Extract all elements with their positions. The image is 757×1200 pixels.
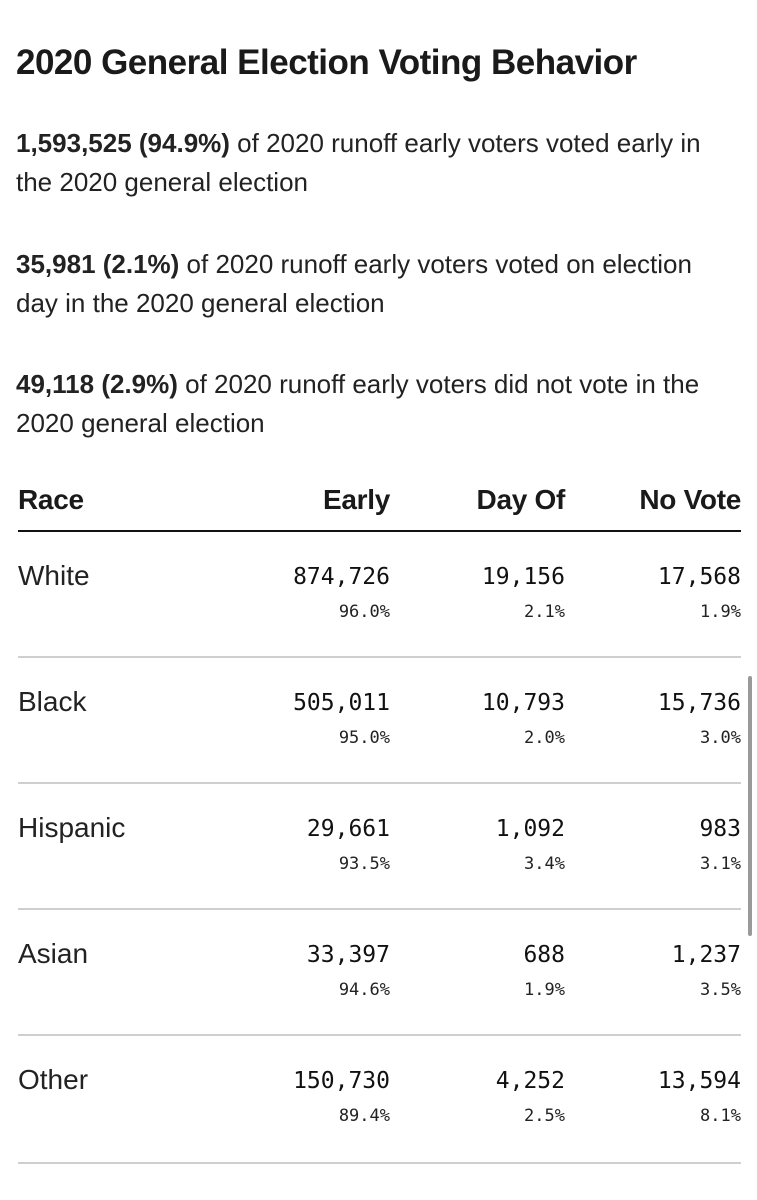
no-vote-percent: 3.1% [700, 854, 741, 874]
early-cell: 874,726 96.0% [218, 531, 390, 658]
early-count: 874,726 [293, 564, 390, 590]
table-row: White 874,726 96.0% 19,156 2.1% 17,568 1.9% [18, 531, 741, 658]
header-no-vote: No Vote [565, 470, 741, 532]
table-header-row: Race Early Day Of No Vote [18, 470, 741, 532]
no-vote-percent: 1.9% [700, 602, 741, 622]
no-vote-cell: 1,237 3.5% [565, 909, 741, 1036]
stat-highlight: 1,593,525 (94.9%) [16, 128, 230, 158]
race-cell: White [18, 531, 218, 658]
day-of-cell: 19,156 2.1% [390, 531, 565, 658]
header-race: Race [18, 470, 218, 532]
day-of-count: 19,156 [481, 564, 565, 590]
day-of-percent: 1.9% [524, 980, 565, 1000]
day-of-count: 1,092 [495, 816, 565, 842]
race-cell: Asian [18, 909, 218, 1036]
table-row: Asian 33,397 94.6% 688 1.9% 1,237 3.5% [18, 909, 741, 1036]
day-of-percent: 2.0% [524, 728, 565, 748]
no-vote-percent: 8.1% [700, 1106, 741, 1126]
early-cell: 33,397 94.6% [218, 909, 390, 1036]
early-cell: 505,011 95.0% [218, 657, 390, 784]
early-percent: 96.0% [338, 602, 390, 622]
stat-early-voted-election-day: 35,981 (2.1%) of 2020 runoff early voter… [16, 245, 741, 323]
table-row: Black 505,011 95.0% 10,793 2.0% 15,736 3.0% [18, 657, 741, 784]
day-of-count: 10,793 [481, 690, 565, 716]
early-cell: 29,661 93.5% [218, 783, 390, 910]
day-of-count: 688 [523, 942, 565, 968]
day-of-cell: 10,793 2.0% [390, 657, 565, 784]
header-day-of: Day Of [390, 470, 565, 532]
race-name: Hispanic [18, 812, 126, 843]
table-row: Other 150,730 89.4% 4,252 2.5% 13,594 8.1% [18, 1035, 741, 1164]
early-count: 505,011 [293, 690, 390, 716]
race-breakdown-table: Race Early Day Of No Vote White 874,726 9… [18, 470, 741, 1164]
no-vote-cell: 13,594 8.1% [565, 1035, 741, 1164]
early-count: 150,730 [293, 1068, 390, 1094]
early-percent: 93.5% [338, 854, 390, 874]
day-of-percent: 2.1% [524, 602, 565, 622]
header-early: Early [218, 470, 390, 532]
no-vote-count: 17,568 [657, 564, 741, 590]
early-count: 29,661 [306, 816, 390, 842]
stat-highlight: 49,118 (2.9%) [16, 369, 178, 399]
scrollbar[interactable] [748, 676, 752, 936]
early-percent: 94.6% [338, 980, 390, 1000]
day-of-cell: 1,092 3.4% [390, 783, 565, 910]
no-vote-cell: 15,736 3.0% [565, 657, 741, 784]
stat-early-did-not-vote: 49,118 (2.9%) of 2020 runoff early voter… [16, 365, 741, 443]
stat-text: of 2020 runoff early voters voted early … [16, 128, 701, 197]
race-cell: Hispanic [18, 783, 218, 910]
early-percent: 95.0% [338, 728, 390, 748]
day-of-count: 4,252 [495, 1068, 565, 1094]
no-vote-cell: 983 3.1% [565, 783, 741, 910]
race-name: Other [18, 1064, 89, 1095]
early-cell: 150,730 89.4% [218, 1035, 390, 1164]
no-vote-percent: 3.5% [700, 980, 741, 1000]
race-cell: Black [18, 657, 218, 784]
no-vote-count: 13,594 [657, 1068, 741, 1094]
stat-text: of 2020 runoff early voters did not vote… [16, 369, 700, 438]
no-vote-count: 983 [699, 816, 741, 842]
page-title: 2020 General Election Voting Behavior [16, 43, 637, 82]
day-of-cell: 688 1.9% [390, 909, 565, 1036]
day-of-percent: 3.4% [524, 854, 565, 874]
stat-highlight: 35,981 (2.1%) [16, 249, 180, 279]
table-row: Hispanic 29,661 93.5% 1,092 3.4% 983 3.1% [18, 783, 741, 910]
no-vote-percent: 3.0% [700, 728, 741, 748]
early-percent: 89.4% [338, 1106, 390, 1126]
no-vote-count: 1,237 [671, 942, 741, 968]
day-of-cell: 4,252 2.5% [390, 1035, 565, 1164]
race-name: White [18, 560, 90, 591]
race-name: Asian [18, 938, 89, 969]
early-count: 33,397 [306, 942, 390, 968]
race-cell: Other [18, 1035, 218, 1164]
stat-early-voted-early: 1,593,525 (94.9%) of 2020 runoff early v… [16, 124, 741, 202]
no-vote-cell: 17,568 1.9% [565, 531, 741, 658]
race-name: Black [18, 686, 87, 717]
day-of-percent: 2.5% [524, 1106, 565, 1126]
no-vote-count: 15,736 [657, 690, 741, 716]
stat-text: of 2020 runoff early voters voted on ele… [16, 249, 692, 318]
